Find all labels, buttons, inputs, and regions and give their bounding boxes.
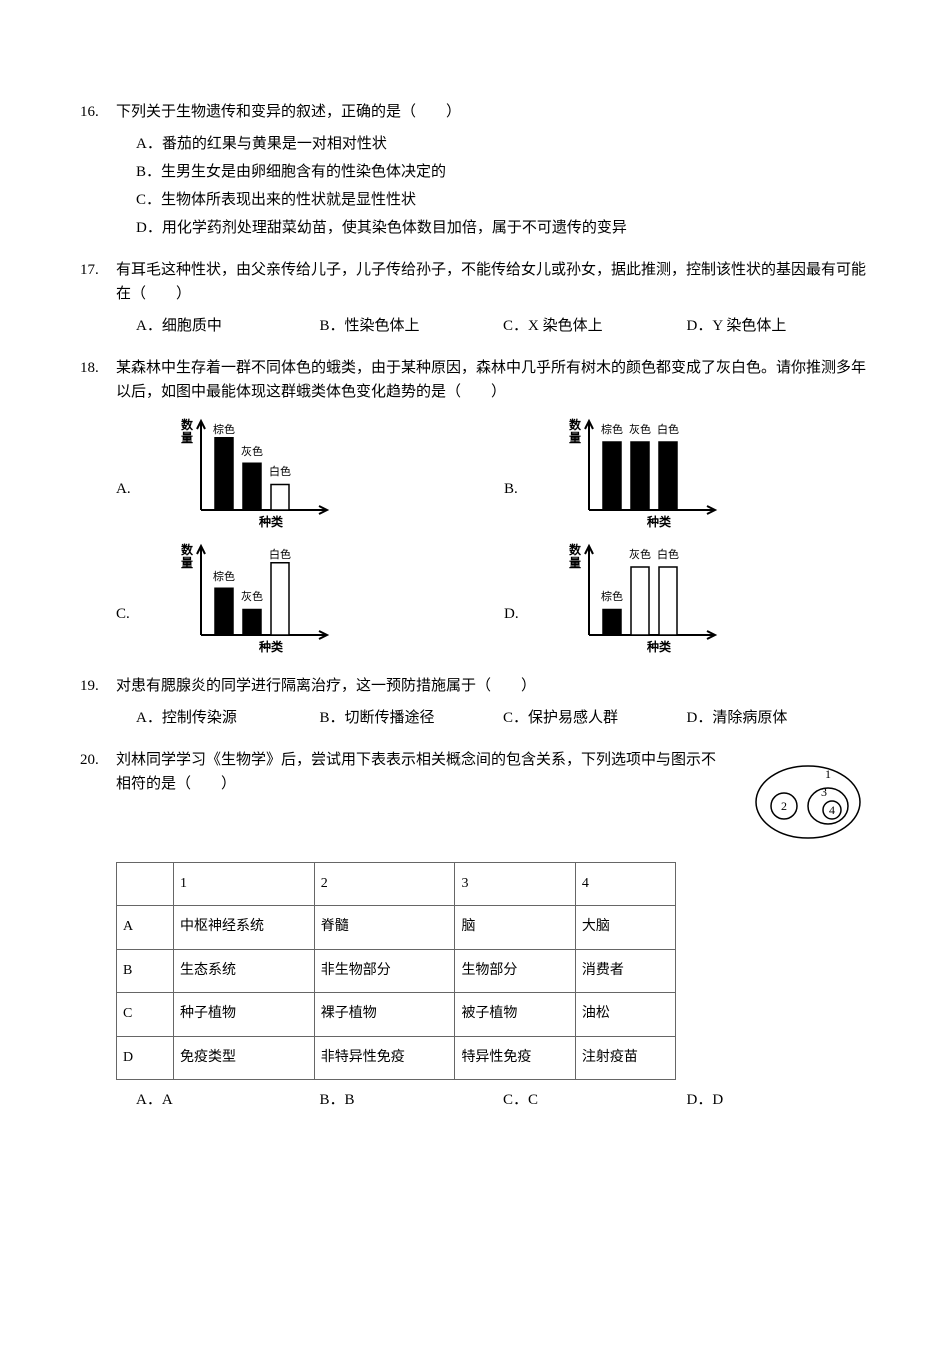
- svg-text:白色: 白色: [657, 547, 679, 561]
- q20-stem: 刘林同学学习《生物学》后，尝试用下表表示相关概念间的包含关系，下列选项中与图示不…: [116, 748, 730, 796]
- svg-text:种类: 种类: [646, 639, 672, 654]
- svg-text:白色: 白色: [657, 422, 679, 436]
- th-2: 2: [314, 863, 455, 906]
- th-blank: [117, 863, 174, 906]
- svg-text:灰色: 灰色: [241, 444, 263, 458]
- th-4: 4: [575, 863, 675, 906]
- diagram-label-4: 4: [829, 803, 835, 817]
- q18-chart-d: 数量种类 棕色 灰色白色: [560, 539, 722, 656]
- question-20: 20. 刘林同学学习《生物学》后，尝试用下表表示相关概念间的包含关系，下列选项中…: [80, 748, 870, 1112]
- diagram-label-1: 1: [825, 767, 831, 781]
- table-header-row: 1 2 3 4: [117, 863, 676, 906]
- svg-text:棕色: 棕色: [213, 422, 235, 436]
- q20-opt-a: A．A: [136, 1088, 320, 1112]
- q17-opt-b: B．性染色体上: [320, 314, 504, 338]
- q20-number: 20.: [80, 748, 116, 772]
- q19-opt-c: C．保护易感人群: [503, 706, 687, 730]
- diagram-label-3: 3: [821, 785, 827, 799]
- exam-page: 16. 下列关于生物遗传和变异的叙述，正确的是（ ） A．番茄的红果与黄果是一对…: [0, 0, 950, 1190]
- q20-table: 1 2 3 4 A 中枢神经系统 脊髓 脑 大脑 B 生态系统 非生物部分 生物…: [116, 862, 676, 1080]
- svg-text:数量: 数量: [181, 542, 194, 570]
- q18-charts: A. 数量种类棕色灰色白色 B. 数量种类棕色灰色白色 C. 数量种类棕色灰色白…: [116, 414, 870, 656]
- q16-number: 16.: [80, 100, 116, 124]
- svg-text:数量: 数量: [569, 417, 582, 445]
- q19-options: A．控制传染源 B．切断传播途径 C．保护易感人群 D．清除病原体: [136, 706, 870, 730]
- th-3: 3: [455, 863, 575, 906]
- q19-opt-b: B．切断传播途径: [320, 706, 504, 730]
- q16-options: A．番茄的红果与黄果是一对相对性状 B．生男生女是由卵细胞含有的性染色体决定的 …: [136, 132, 870, 240]
- q19-number: 19.: [80, 674, 116, 698]
- q18-stem: 某森林中生存着一群不同体色的蛾类，由于某种原因，森林中几乎所有树木的颜色都变成了…: [116, 356, 870, 404]
- svg-text:棕色: 棕色: [601, 589, 623, 603]
- q18-label-c: C.: [116, 602, 172, 656]
- question-19: 19. 对患有腮腺炎的同学进行隔离治疗，这一预防措施属于（ ） A．控制传染源 …: [80, 674, 870, 730]
- svg-text:白色: 白色: [269, 547, 291, 561]
- q18-label-b: B.: [504, 477, 560, 531]
- q17-opt-c: C．X 染色体上: [503, 314, 687, 338]
- q18-chart-b: 数量种类 棕色灰色白色: [560, 414, 722, 531]
- table-row: C 种子植物 裸子植物 被子植物 油松: [117, 993, 676, 1036]
- q20-opt-d: D．D: [687, 1088, 871, 1112]
- svg-text:灰色: 灰色: [629, 547, 651, 561]
- q17-number: 17.: [80, 258, 116, 282]
- q18-label-a: A.: [116, 477, 172, 531]
- q20-diagram: 1 2 3 4: [750, 754, 870, 852]
- q18-chart-c: 数量种类 棕色灰色 白色: [172, 539, 334, 656]
- q19-opt-d: D．清除病原体: [687, 706, 871, 730]
- table-row: A 中枢神经系统 脊髓 脑 大脑: [117, 906, 676, 949]
- svg-text:数量: 数量: [569, 542, 582, 570]
- svg-text:种类: 种类: [646, 514, 672, 529]
- svg-text:数量: 数量: [181, 417, 194, 445]
- table-row: B 生态系统 非生物部分 生物部分 消费者: [117, 949, 676, 992]
- q17-opt-d: D．Y 染色体上: [687, 314, 871, 338]
- q16-opt-d: D．用化学药剂处理甜菜幼苗，使其染色体数目加倍，属于不可遗传的变异: [136, 216, 870, 240]
- question-16: 16. 下列关于生物遗传和变异的叙述，正确的是（ ） A．番茄的红果与黄果是一对…: [80, 100, 870, 240]
- q16-opt-b: B．生男生女是由卵细胞含有的性染色体决定的: [136, 160, 870, 184]
- q18-number: 18.: [80, 356, 116, 380]
- q16-opt-a: A．番茄的红果与黄果是一对相对性状: [136, 132, 870, 156]
- question-18: 18. 某森林中生存着一群不同体色的蛾类，由于某种原因，森林中几乎所有树木的颜色…: [80, 356, 870, 656]
- q18-label-d: D.: [504, 602, 560, 656]
- svg-text:种类: 种类: [258, 514, 284, 529]
- q20-options: A．A B．B C．C D．D: [136, 1088, 870, 1112]
- q19-stem: 对患有腮腺炎的同学进行隔离治疗，这一预防措施属于（ ）: [116, 674, 870, 698]
- table-row: D 免疫类型 非特异性免疫 特异性免疫 注射疫苗: [117, 1036, 676, 1079]
- q20-opt-c: C．C: [503, 1088, 687, 1112]
- q16-stem: 下列关于生物遗传和变异的叙述，正确的是（ ）: [116, 100, 870, 124]
- svg-text:灰色: 灰色: [241, 589, 263, 603]
- svg-text:棕色: 棕色: [601, 422, 623, 436]
- q17-options: A．细胞质中 B．性染色体上 C．X 染色体上 D．Y 染色体上: [136, 314, 870, 338]
- q19-opt-a: A．控制传染源: [136, 706, 320, 730]
- svg-text:白色: 白色: [269, 464, 291, 478]
- svg-text:棕色: 棕色: [213, 569, 235, 583]
- q16-opt-c: C．生物体所表现出来的性状就是显性性状: [136, 188, 870, 212]
- th-1: 1: [174, 863, 315, 906]
- q17-opt-a: A．细胞质中: [136, 314, 320, 338]
- svg-text:种类: 种类: [258, 639, 284, 654]
- q20-opt-b: B．B: [320, 1088, 504, 1112]
- q18-chart-a: 数量种类 棕色灰色白色: [172, 414, 334, 531]
- diagram-label-2: 2: [781, 799, 787, 813]
- q17-stem: 有耳毛这种性状，由父亲传给儿子，儿子传给孙子，不能传给女儿或孙女，据此推测，控制…: [116, 258, 870, 306]
- svg-text:灰色: 灰色: [629, 422, 651, 436]
- question-17: 17. 有耳毛这种性状，由父亲传给儿子，儿子传给孙子，不能传给女儿或孙女，据此推…: [80, 258, 870, 338]
